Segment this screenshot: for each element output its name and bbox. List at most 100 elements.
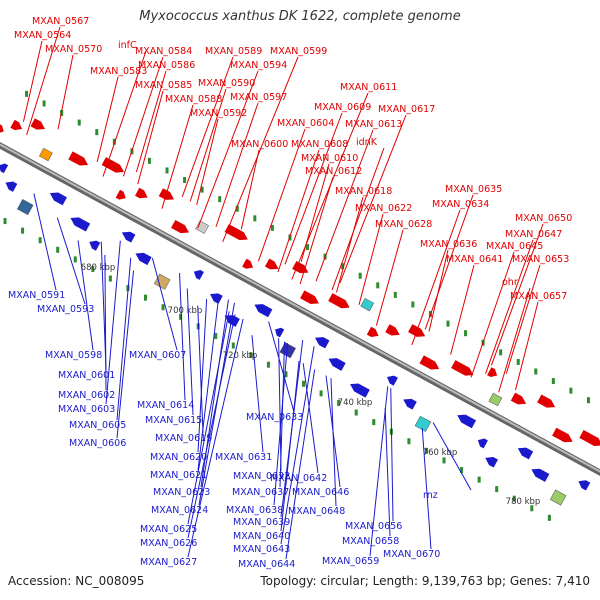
forward-leader-line [375,229,404,326]
forward-leader-line [189,88,227,202]
reverse-gene-label: MXAN_0640 [233,531,290,542]
feature-box [195,220,210,234]
forward-gene-label: MXAN_0645 [486,241,543,252]
forward-leader-line [215,102,259,227]
forward-leader-line [485,239,534,374]
forward-gene-label: MXAN_0585 [135,80,192,91]
reverse-gene-label: MXAN_0601 [58,370,115,381]
reverse-gene-arrow [578,480,591,491]
forward-leader-line [470,251,515,378]
reverse-gene-arrow [193,270,204,280]
forward-gene-label: MXAN_0583 [90,66,147,77]
reverse-gene-arrow [49,192,67,206]
reverse-leader-line [280,346,315,545]
tick-mark [358,272,362,279]
forward-gene-label: MXAN_0608 [291,139,348,150]
feature-box [414,415,432,432]
reverse-gene-label: MXAN_0607 [129,350,186,361]
reverse-leader-line [330,378,337,507]
forward-gene-label: MXAN_0597 [230,92,287,103]
tick-mark [200,186,204,193]
tick-mark [183,177,187,184]
tick-mark [477,476,481,483]
forward-leader-line [240,149,260,230]
forward-leader-line [222,56,299,243]
forward-gene-label: MXAN_0609 [314,102,371,113]
forward-gene-arrow [30,118,45,130]
forward-gene-label: MXAN_0657 [510,291,567,302]
forward-gene-label: MXAN_0592 [190,108,247,119]
reverse-gene-arrow [70,217,91,232]
tick-mark [73,256,77,263]
reverse-gene-arrow [210,293,223,304]
forward-leader-line [135,70,167,173]
reverse-gene-arrow [387,375,398,386]
forward-gene-label: MXAN_0586 [138,60,195,71]
scale-label: 720 kbp [223,351,258,361]
forward-gene-label: MXAN_0618 [335,186,392,197]
reverse-gene-label: MXAN_0620 [150,452,207,463]
reverse-leader-line [77,240,94,351]
reverse-gene-arrow [403,398,417,410]
tick-mark [306,244,310,251]
map-title: Myxococcus xanthus DK 1622, complete gen… [139,9,461,24]
reverse-gene-arrow [5,181,18,192]
reverse-gene-label: MXAN_0619 [155,433,212,444]
reverse-leader-line [187,311,230,525]
tick-mark [569,387,573,394]
reverse-gene-label: MXAN_0625 [140,524,197,535]
feature-box [360,297,375,312]
forward-gene-arrow [135,187,148,199]
reverse-leader-line [116,257,132,421]
reverse-gene-arrow [0,163,9,174]
scale-label: 780 kbp [506,497,541,507]
tick-mark [108,275,112,282]
reverse-gene-arrow [254,304,273,318]
tick-mark [460,466,464,473]
forward-gene-arrow [487,367,498,378]
forward-leader-line [505,264,541,374]
forward-gene-arrow [242,258,254,269]
forward-leader-line [331,147,385,291]
tick-mark [179,313,183,320]
forward-leader-line [122,56,164,177]
forward-gene-label: MXAN_0570 [45,44,102,55]
reverse-leader-line [33,193,57,291]
reverse-leader-line [251,335,264,453]
tick-mark [407,438,411,445]
tick-mark [393,291,397,298]
forward-leader-line [358,213,384,305]
tick-mark [551,378,555,385]
forward-gene-arrow [0,124,4,133]
forward-gene-label: MXAN_0600 [231,139,288,150]
forward-gene-arrow [451,360,474,376]
reverse-gene-label: MXAN_0639 [233,517,290,528]
forward-gene-arrow [579,430,600,447]
forward-gene-arrow [300,290,319,304]
reverse-leader-line [432,422,472,491]
reverse-gene-label: MXAN_0646 [292,487,349,498]
feature-box [153,273,171,290]
reverse-gene-label: rnz [423,490,438,501]
forward-leader-line [277,149,320,273]
tick-mark [253,215,257,222]
tick-mark [266,361,270,368]
reverse-gene-label: MXAN_0624 [151,505,208,516]
reverse-gene-label: MXAN_0606 [69,438,126,449]
reverse-gene-arrow [315,337,330,349]
forward-leader-line [315,129,374,282]
forward-gene-arrow [366,326,379,337]
reverse-leader-line [384,407,391,537]
reverse-gene-label: MXAN_0658 [342,536,399,547]
reverse-gene-label: MXAN_0643 [233,544,290,555]
forward-gene-arrow [264,258,279,270]
tick-mark [235,205,239,212]
tick-mark [231,342,235,349]
forward-gene-label: MXAN_0610 [301,153,358,164]
forward-gene-label: MXAN_0647 [505,229,562,240]
tick-mark [38,237,42,244]
forward-gene-label: ohr [502,277,518,288]
forward-leader-line [26,26,61,136]
tick-mark [411,301,415,308]
reverse-gene-label: MXAN_0605 [69,420,126,431]
